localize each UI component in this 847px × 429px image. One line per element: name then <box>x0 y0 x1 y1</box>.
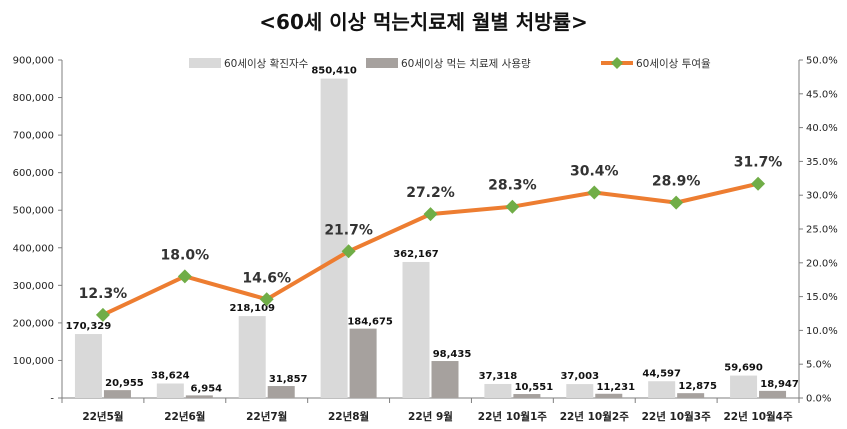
bar-confirmed-label: 170,329 <box>66 321 112 332</box>
category-label: 22년7월 <box>246 410 287 423</box>
category-label: 22년 10월4주 <box>723 410 793 423</box>
bar-confirmed-cases <box>74 334 102 398</box>
category-label: 22년8월 <box>328 410 369 423</box>
line-point-marker <box>341 244 356 259</box>
category-label: 22년 10월3주 <box>642 410 712 423</box>
bar-treatment-usage <box>349 328 377 398</box>
line-point-marker <box>505 199 520 214</box>
line-point-marker <box>423 207 438 222</box>
y-left-tick-label: - <box>50 394 54 405</box>
category-label: 22년 10월2주 <box>560 410 630 423</box>
line-point-marker <box>669 195 684 210</box>
line-point-marker <box>177 269 192 284</box>
bar-treatment-usage <box>759 390 787 398</box>
legend-swatch-confirmed <box>189 58 221 68</box>
bar-usage-label: 6,954 <box>191 383 223 394</box>
bar-usage-label: 10,551 <box>515 382 554 393</box>
bar-usage-label: 184,675 <box>347 317 393 328</box>
bar-confirmed-label: 850,410 <box>311 66 357 77</box>
bar-confirmed-cases <box>730 375 758 398</box>
bar-confirmed-cases <box>484 383 512 398</box>
bar-confirmed-label: 362,167 <box>393 249 439 260</box>
y-right-tick-label: 30.0% <box>806 191 838 202</box>
y-left-tick-label: 700,000 <box>13 131 54 142</box>
bar-confirmed-cases <box>402 261 430 398</box>
line-point-label: 12.3% <box>79 286 128 302</box>
y-left-tick-label: 900,000 <box>13 56 54 67</box>
category-label: 22년 9월 <box>408 410 453 423</box>
line-point-label: 28.3% <box>488 178 537 194</box>
category-label: 22년 10월1주 <box>478 410 548 423</box>
y-left-tick-label: 800,000 <box>13 93 54 104</box>
legend-swatch-usage <box>366 58 398 68</box>
y-right-tick-label: 20.0% <box>806 258 838 269</box>
line-point-label: 21.7% <box>324 222 373 238</box>
bar-treatment-usage <box>431 361 459 398</box>
bar-treatment-usage <box>677 393 705 398</box>
bar-usage-label: 12,875 <box>678 381 717 392</box>
line-point-label: 27.2% <box>406 185 455 201</box>
line-point-marker <box>751 176 766 191</box>
category-label: 22년5월 <box>82 410 123 423</box>
bar-usage-label: 11,231 <box>596 382 635 393</box>
y-left-tick-label: 200,000 <box>13 318 54 329</box>
bar-confirmed-label: 59,690 <box>724 363 763 374</box>
bar-treatment-usage <box>185 395 213 398</box>
bar-confirmed-label: 37,318 <box>479 371 518 382</box>
bar-treatment-usage <box>103 390 131 398</box>
bar-usage-label: 20,955 <box>105 378 144 389</box>
y-left-tick-label: 300,000 <box>13 281 54 292</box>
legend-label-usage: 60세이상 먹는 치료제 사용량 <box>401 58 531 70</box>
y-left-tick-label: 400,000 <box>13 243 54 254</box>
line-point-label: 30.4% <box>570 163 619 179</box>
bar-usage-label: 31,857 <box>269 374 308 385</box>
line-point-marker <box>259 292 274 307</box>
y-right-tick-label: 45.0% <box>806 89 838 100</box>
line-point-label: 14.6% <box>242 270 291 286</box>
line-point-label: 31.7% <box>734 155 783 171</box>
category-label: 22년6월 <box>164 410 205 423</box>
bar-usage-label: 98,435 <box>433 349 472 360</box>
legend-label-confirmed: 60세이상 확진자수 <box>224 57 309 70</box>
y-right-tick-label: 0.0% <box>806 394 831 405</box>
bar-confirmed-cases <box>320 78 348 398</box>
line-point-marker <box>95 307 110 322</box>
bar-confirmed-label: 37,003 <box>560 371 599 382</box>
y-right-tick-label: 40.0% <box>806 123 838 134</box>
y-right-tick-label: 25.0% <box>806 225 838 236</box>
y-left-tick-label: 600,000 <box>13 168 54 179</box>
y-right-tick-label: 10.0% <box>806 326 838 337</box>
bar-treatment-usage <box>595 393 623 398</box>
chart-title: <60세 이상 먹는치료제 월별 처방률> <box>259 10 588 34</box>
y-left-tick-label: 100,000 <box>13 356 54 367</box>
legend-label-rate: 60세이상 투여율 <box>636 58 711 70</box>
line-point-marker <box>587 185 602 200</box>
y-left-tick-label: 500,000 <box>13 206 54 217</box>
bar-confirmed-cases <box>648 381 676 398</box>
bar-confirmed-cases <box>238 316 266 398</box>
bar-treatment-usage <box>267 386 295 398</box>
y-right-tick-label: 35.0% <box>806 157 838 168</box>
bar-usage-label: 18,947 <box>760 379 799 390</box>
bar-confirmed-label: 44,597 <box>642 368 681 379</box>
bar-confirmed-label: 218,109 <box>229 303 275 314</box>
bar-confirmed-cases <box>566 384 594 398</box>
y-right-tick-label: 15.0% <box>806 292 838 303</box>
bar-confirmed-label: 38,624 <box>151 370 190 381</box>
legend-swatch-rate-marker <box>611 57 623 69</box>
y-right-tick-label: 5.0% <box>806 360 831 371</box>
line-point-label: 28.9% <box>652 174 701 190</box>
y-right-tick-label: 50.0% <box>806 56 838 67</box>
line-point-label: 18.0% <box>161 247 210 263</box>
bar-confirmed-cases <box>156 383 184 398</box>
bar-treatment-usage <box>513 394 541 398</box>
